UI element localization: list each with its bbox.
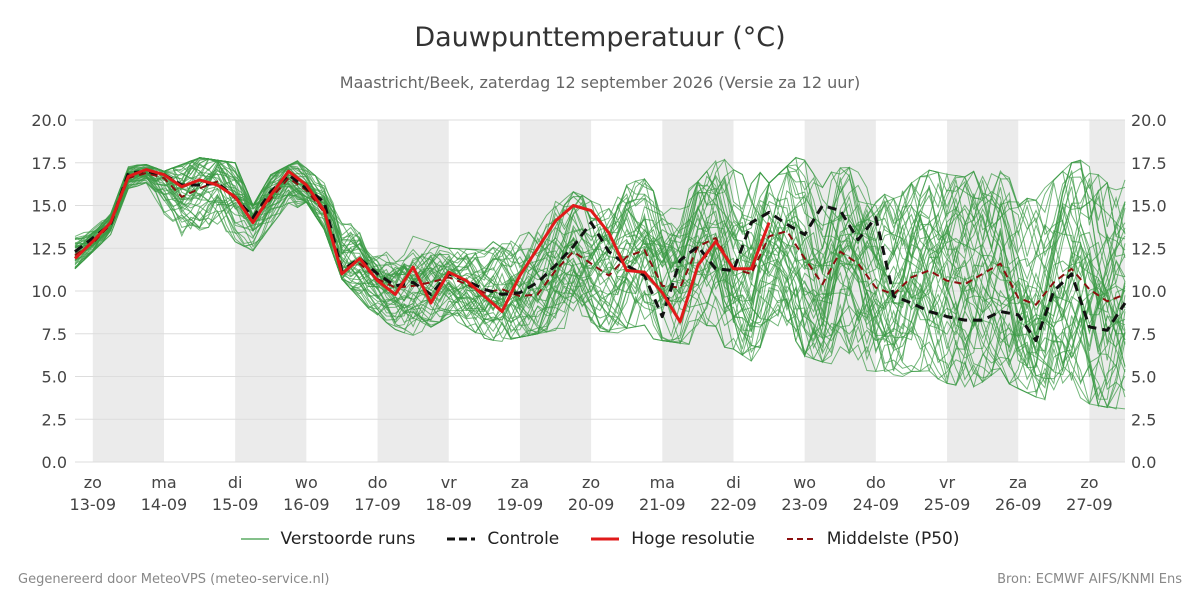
x-tick-date: 14-09: [141, 495, 188, 514]
footer-credit: Gegenereerd door MeteoVPS (meteo-service…: [18, 572, 330, 587]
x-tick-date: 26-09: [995, 495, 1042, 514]
footer-source: Bron: ECMWF AIFS/KNMI Ens: [997, 572, 1182, 587]
ensemble-member-line: [74, 170, 1126, 361]
legend-item-ensemble: Verstoorde runs: [240, 529, 416, 549]
x-tick-day: vr: [939, 473, 955, 492]
x-tick-day: zo: [1080, 473, 1098, 492]
ensemble-member-line: [74, 158, 1126, 410]
y-tick-label-left: 10.0: [31, 282, 67, 301]
x-tick-day: ma: [151, 473, 176, 492]
y-tick-label-right: 20.0: [1131, 111, 1167, 130]
ensemble-member-line: [74, 166, 1126, 391]
ensemble-member-line: [74, 160, 1126, 367]
x-tick-day: za: [511, 473, 529, 492]
x-tick-day: wo: [793, 473, 816, 492]
y-tick-label-right: 7.5: [1131, 325, 1156, 344]
x-tick-date: 21-09: [639, 495, 686, 514]
y-tick-label-right: 17.5: [1131, 154, 1167, 173]
x-tick-date: 23-09: [781, 495, 828, 514]
x-tick-date: 19-09: [497, 495, 544, 514]
legend-swatch-control: [447, 537, 476, 541]
legend-item-control: Controle: [447, 529, 559, 549]
chart-title: Dauwpunttemperatuur (°C): [414, 22, 786, 53]
ensemble-member-line: [74, 158, 1126, 317]
legend-item-high-res: Hoge resolutie: [591, 529, 755, 549]
x-tick-date: 22-09: [710, 495, 757, 514]
x-tick-day: zo: [84, 473, 102, 492]
x-tick-date: 13-09: [70, 495, 117, 514]
legend-item-median: Middelste (P50): [786, 529, 960, 549]
x-tick-date: 16-09: [283, 495, 330, 514]
legend-swatch-median: [786, 538, 815, 540]
ensemble-member-line: [74, 163, 1126, 354]
legend-label-control: Controle: [487, 529, 560, 549]
legend-swatch-ensemble: [240, 538, 269, 540]
x-tick-day: zo: [582, 473, 600, 492]
y-tick-label-left: 5.0: [42, 368, 67, 387]
high-res-line: [73, 168, 771, 324]
ensemble-member-line: [74, 158, 1126, 389]
y-tick-label-right: 2.5: [1131, 410, 1156, 429]
x-tick-date: 27-09: [1066, 495, 1113, 514]
legend-swatch-high-res: [591, 537, 620, 541]
ensemble-member-line: [74, 167, 1126, 399]
y-tick-label-right: 15.0: [1131, 197, 1167, 216]
x-tick-date: 24-09: [853, 495, 900, 514]
x-tick-day: wo: [295, 473, 318, 492]
x-tick-day: di: [228, 473, 243, 492]
ensemble-member-line: [74, 167, 1126, 408]
y-tick-label-left: 12.5: [31, 239, 67, 258]
y-tick-label-right: 10.0: [1131, 282, 1167, 301]
legend-label-high-res: Hoge resolutie: [631, 529, 755, 549]
chart-subtitle: Maastricht/Beek, zaterdag 12 september 2…: [339, 73, 861, 92]
ensemble-member-line: [74, 165, 1126, 373]
legend-label-median: Middelste (P50): [826, 529, 960, 549]
x-tick-day: di: [726, 473, 741, 492]
x-tick-day: do: [866, 473, 886, 492]
y-tick-label-right: 5.0: [1131, 368, 1156, 387]
y-tick-label-right: 0.0: [1131, 453, 1156, 472]
y-tick-label-left: 20.0: [31, 111, 67, 130]
x-tick-date: 25-09: [924, 495, 971, 514]
x-tick-date: 20-09: [568, 495, 615, 514]
y-tick-label-left: 7.5: [42, 325, 67, 344]
x-tick-date: 18-09: [425, 495, 472, 514]
legend-label-ensemble: Verstoorde runs: [280, 529, 416, 549]
x-tick-date: 17-09: [354, 495, 401, 514]
ensemble-member-line: [74, 170, 1126, 366]
x-tick-day: vr: [441, 473, 457, 492]
y-tick-label-left: 15.0: [31, 197, 67, 216]
ensemble-member-line: [74, 169, 1126, 342]
x-tick-day: za: [1009, 473, 1027, 492]
chart-legend: Verstoorde runs Controle Hoge resolutie …: [0, 529, 1200, 549]
x-tick-day: do: [368, 473, 388, 492]
y-tick-label-left: 17.5: [31, 154, 67, 173]
y-tick-label-right: 12.5: [1131, 239, 1167, 258]
ensemble-member-line: [74, 166, 1126, 341]
x-tick-date: 15-09: [212, 495, 259, 514]
y-tick-label-left: 0.0: [42, 453, 67, 472]
control-line: [74, 169, 1127, 343]
x-tick-day: ma: [650, 473, 675, 492]
y-tick-label-left: 2.5: [42, 410, 67, 429]
